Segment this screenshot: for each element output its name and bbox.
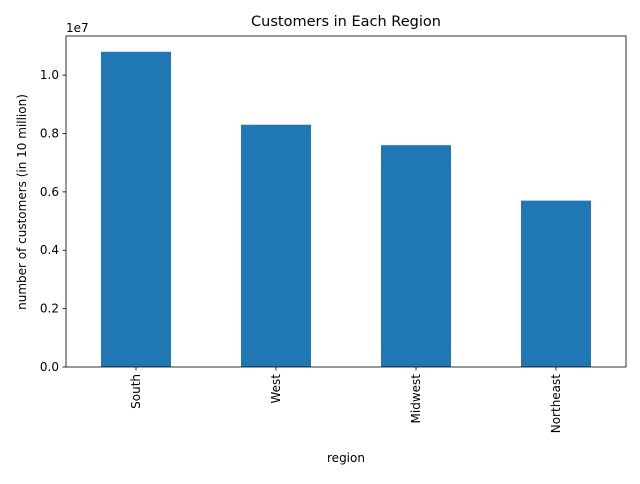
y-tick-label: 0.4 [40,243,59,257]
x-tick-label-south: South [129,374,143,409]
bar-northeast [521,200,591,367]
y-tick-label: 0.6 [40,185,59,199]
x-tick-label-west: West [269,374,283,404]
y-axis-offset-label: 1e7 [66,21,89,35]
axes-layer: 0.0 0.2 0.4 0.6 0.8 1.0 South West Midwest Northe… [40,35,627,434]
bars-layer [101,51,591,368]
bar-west [241,124,311,367]
y-axis-label: number of customers (in 10 million) [15,94,29,310]
bar-south [101,51,171,368]
bar-midwest [381,145,451,367]
y-tick-label: 1.0 [40,68,59,82]
y-tick-label: 0.2 [40,302,59,316]
x-axis-label: region [327,451,365,465]
y-tick-label: 0.0 [40,360,59,374]
x-tick-label-northeast: Northeast [549,374,563,434]
x-tick-label-midwest: Midwest [409,374,423,424]
plot-frame [65,35,627,368]
y-tick-label: 0.8 [40,126,59,140]
chart-title: Customers in Each Region [251,14,441,30]
